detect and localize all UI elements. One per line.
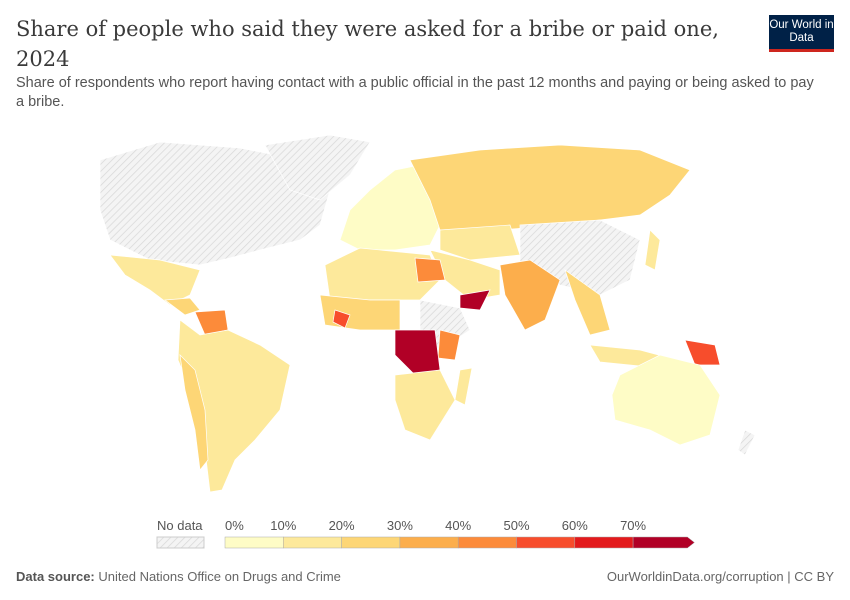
legend-tick: 20% — [329, 518, 355, 533]
country-central-america[interactable] — [164, 297, 201, 316]
country-india[interactable] — [499, 259, 561, 331]
legend-bin-1 — [283, 536, 342, 549]
country-australia[interactable] — [611, 354, 721, 446]
source-label: Data source: — [16, 569, 95, 584]
legend-bin-5 — [516, 536, 576, 549]
world-map[interactable] — [0, 130, 850, 510]
legend-bin-3 — [399, 536, 459, 549]
legend-bin-6 — [574, 536, 634, 549]
legend-tick: 40% — [445, 518, 471, 533]
legend-tick: 30% — [387, 518, 413, 533]
country-egypt[interactable] — [414, 257, 446, 283]
country-southern-africa[interactable] — [394, 369, 456, 441]
legend-bin-4 — [457, 536, 517, 549]
source-text: United Nations Office on Drugs and Crime — [98, 569, 341, 584]
no-data-swatch — [156, 536, 205, 549]
country-se-asia[interactable] — [564, 269, 611, 336]
country-png[interactable] — [684, 339, 721, 366]
country-greenland[interactable] — [264, 134, 371, 201]
legend-bin-7 — [632, 536, 695, 549]
legend-bin-2 — [341, 536, 401, 549]
legend-tick: 0% — [225, 518, 244, 533]
license-link[interactable]: OurWorldinData.org/corruption | CC BY — [606, 569, 834, 584]
country-west-africa[interactable] — [319, 294, 401, 331]
country-russia[interactable] — [409, 144, 691, 231]
country-yemen[interactable] — [459, 289, 491, 311]
legend-tick: 60% — [562, 518, 588, 533]
legend-tick: 70% — [620, 518, 646, 533]
country-nz[interactable] — [737, 429, 756, 456]
country-liberia[interactable] — [332, 309, 351, 329]
legend-tick: 10% — [270, 518, 296, 533]
chart-title: Share of people who said they were asked… — [16, 17, 719, 71]
country-andes[interactable] — [179, 354, 209, 471]
owid-logo[interactable]: Our World in Data — [769, 15, 834, 52]
country-dr-congo[interactable] — [394, 329, 441, 376]
country-north-america[interactable] — [99, 141, 331, 266]
country-madagascar[interactable] — [454, 367, 473, 406]
country-kenya[interactable] — [437, 329, 461, 361]
map-legend: No data 0% 10% 20% 30% 40% 50% 60% 70% — [150, 515, 710, 555]
country-japan[interactable] — [644, 229, 661, 271]
no-data-label: No data — [157, 518, 203, 533]
data-source: Data source: United Nations Office on Dr… — [16, 569, 341, 584]
chart-subtitle: Share of respondents who report having c… — [16, 75, 814, 110]
legend-tick: 50% — [503, 518, 529, 533]
legend-bin-0 — [224, 536, 284, 549]
country-central-asia[interactable] — [439, 224, 521, 261]
